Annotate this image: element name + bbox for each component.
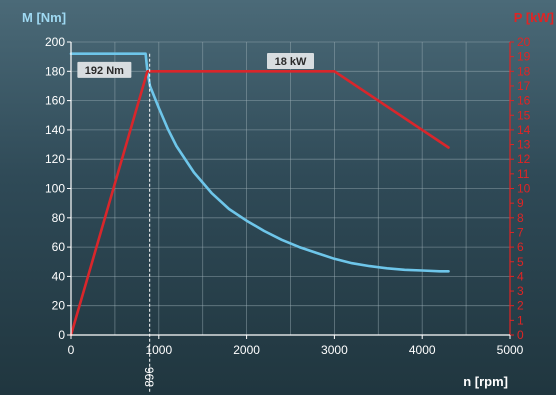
right-tick-label: 20 (517, 35, 531, 49)
left-tick-label: 80 (52, 211, 66, 225)
annotations: 192 Nm 18 kW (77, 53, 314, 78)
right-tick-label: 16 (517, 94, 531, 108)
x-tick-label: 2000 (233, 343, 260, 357)
axes: 0204060801001201401601802000123456789101… (45, 35, 531, 393)
left-tick-label: 100 (45, 182, 65, 196)
left-tick-label: 120 (45, 152, 65, 166)
left-axis-title: M [Nm] (22, 10, 66, 25)
annotation-box (267, 53, 314, 70)
power-curve (69, 70, 450, 337)
right-tick-label: 13 (517, 138, 531, 152)
left-tick-label: 200 (45, 35, 65, 49)
x-tick-label: 5000 (497, 343, 524, 357)
right-tick-label: 4 (517, 269, 524, 283)
right-tick-label: 2 (517, 299, 524, 313)
right-tick-label: 1 (517, 313, 524, 327)
right-tick-label: 8 (517, 211, 524, 225)
x-tick-label: 3000 (321, 343, 348, 357)
right-axis-title: P [kW] (514, 10, 554, 25)
right-tick-label: 15 (517, 108, 531, 122)
x-tick-label: 1000 (145, 343, 172, 357)
right-tick-label: 3 (517, 284, 524, 298)
right-tick-label: 18 (517, 64, 531, 78)
rated-speed-marker-label: 896 (143, 367, 157, 387)
left-tick-label: 60 (52, 240, 66, 254)
right-tick-label: 6 (517, 240, 524, 254)
right-tick-label: 0 (517, 328, 524, 342)
right-tick-label: 10 (517, 182, 531, 196)
right-tick-label: 5 (517, 255, 524, 269)
left-tick-label: 180 (45, 64, 65, 78)
grid-lines (71, 41, 511, 336)
torque-curve (69, 52, 450, 273)
annotation-label: 18 kW (275, 56, 307, 68)
right-tick-label: 11 (517, 167, 530, 181)
annotation-box (77, 61, 132, 78)
right-tick-label: 9 (517, 196, 524, 210)
left-tick-label: 140 (45, 123, 65, 137)
left-tick-label: 20 (52, 299, 66, 313)
right-tick-label: 19 (517, 50, 531, 64)
right-tick-label: 17 (517, 79, 531, 93)
left-tick-label: 0 (58, 328, 65, 342)
x-tick-label: 4000 (409, 343, 436, 357)
series-layer (69, 52, 450, 337)
x-axis-title: n [rpm] (463, 374, 508, 389)
left-tick-label: 40 (52, 269, 66, 283)
annotation-label: 192 Nm (85, 65, 124, 77)
x-tick-label: 0 (68, 343, 75, 357)
right-tick-label: 14 (517, 123, 531, 137)
right-tick-label: 12 (517, 152, 531, 166)
left-tick-label: 160 (45, 94, 65, 108)
right-tick-label: 7 (517, 225, 524, 239)
